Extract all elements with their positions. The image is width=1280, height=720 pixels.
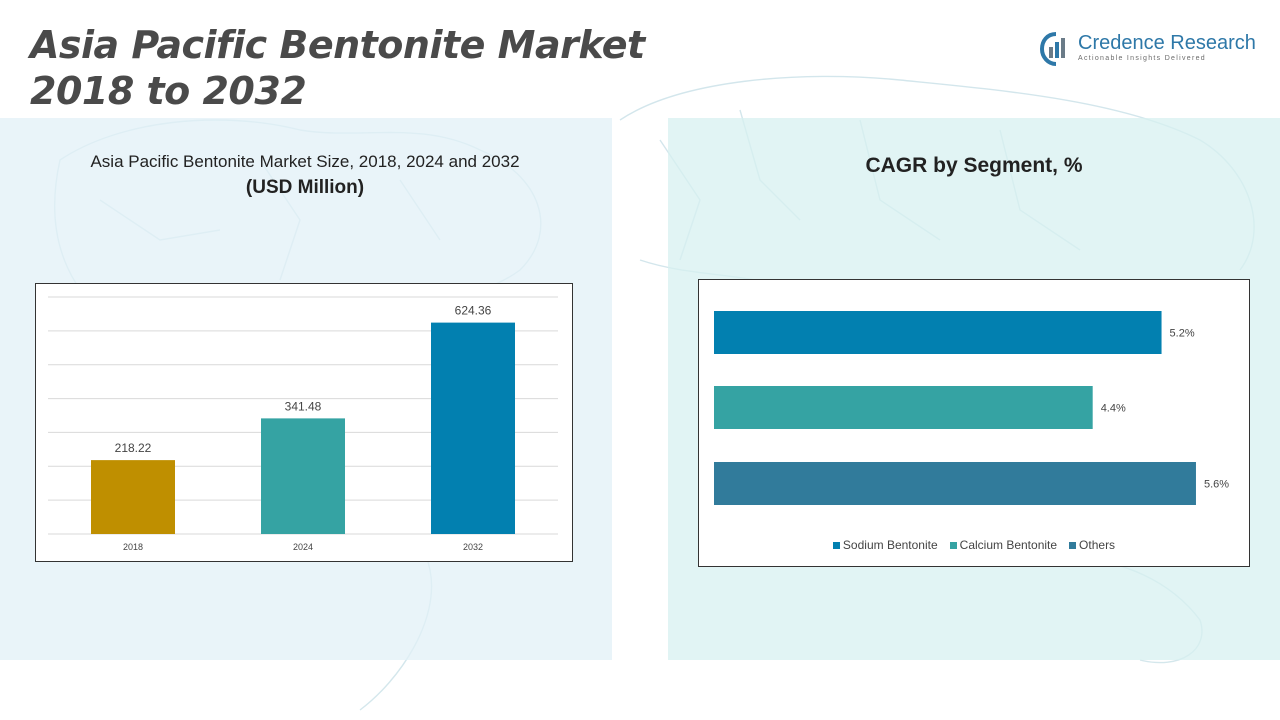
legend-item: Others [1069,538,1115,552]
logo-tagline: Actionable Insights Delivered [1078,55,1206,62]
x-tick-label: 2018 [123,542,143,552]
cagr-bar-calcium-bentonite [714,386,1093,429]
legend-item: Sodium Bentonite [832,538,938,552]
page-title: Asia Pacific Bentonite Market 2018 to 20… [30,22,690,114]
cagr-chart-frame: 5.2% 4.4% 5.6% Sodium Bentonite Calcium Ben… [698,279,1250,567]
bar-2032 [431,322,515,534]
cagr-bar-others [714,462,1196,505]
credence-logo-icon [1040,32,1065,66]
legend-label: Sodium Bentonite [842,538,938,552]
cagr-legend: Sodium Bentonite Calcium Bentonite Others [699,538,1249,552]
legend-label: Calcium Bentonite [959,538,1058,552]
cagr-value-label: 4.4% [1101,403,1126,415]
cagr-horizontal-bar-chart: 5.2% 4.4% 5.6% [714,311,1229,505]
market-size-bar-chart: 218.22 2018 341.48 2024 624.36 2032 [48,296,558,552]
cagr-chart-title: CAGR by Segment, % [865,154,1083,177]
cagr-bar-sodium-bentonite [714,311,1162,354]
bar-2024 [261,418,345,534]
x-tick-label: 2024 [293,542,313,552]
title-line-1: Asia Pacific Bentonite Market [30,23,645,67]
legend-item: Calcium Bentonite [949,538,1058,552]
market-size-chart-title: Asia Pacific Bentonite Market Size, 2018… [90,152,520,171]
bar-value-label: 218.22 [115,441,152,455]
credence-research-logo: Credence Research Actionable Insights De… [1040,30,1260,70]
bar-2018 [91,460,175,534]
market-size-unit: (USD Million) [245,177,365,198]
market-size-chart-frame: 218.22 2018 341.48 2024 624.36 2032 [35,283,573,562]
bar-value-label: 624.36 [455,304,492,318]
legend-swatch [832,542,840,550]
legend-label: Others [1079,538,1116,552]
bar-value-label: 341.48 [285,399,322,413]
legend-swatch [949,542,957,550]
title-line-2: 2018 to 2032 [30,69,307,113]
logo-name: Credence Research [1078,32,1256,54]
legend-swatch [1069,542,1077,550]
cagr-value-label: 5.2% [1170,328,1195,340]
cagr-value-label: 5.6% [1204,479,1229,491]
x-tick-label: 2032 [463,542,483,552]
